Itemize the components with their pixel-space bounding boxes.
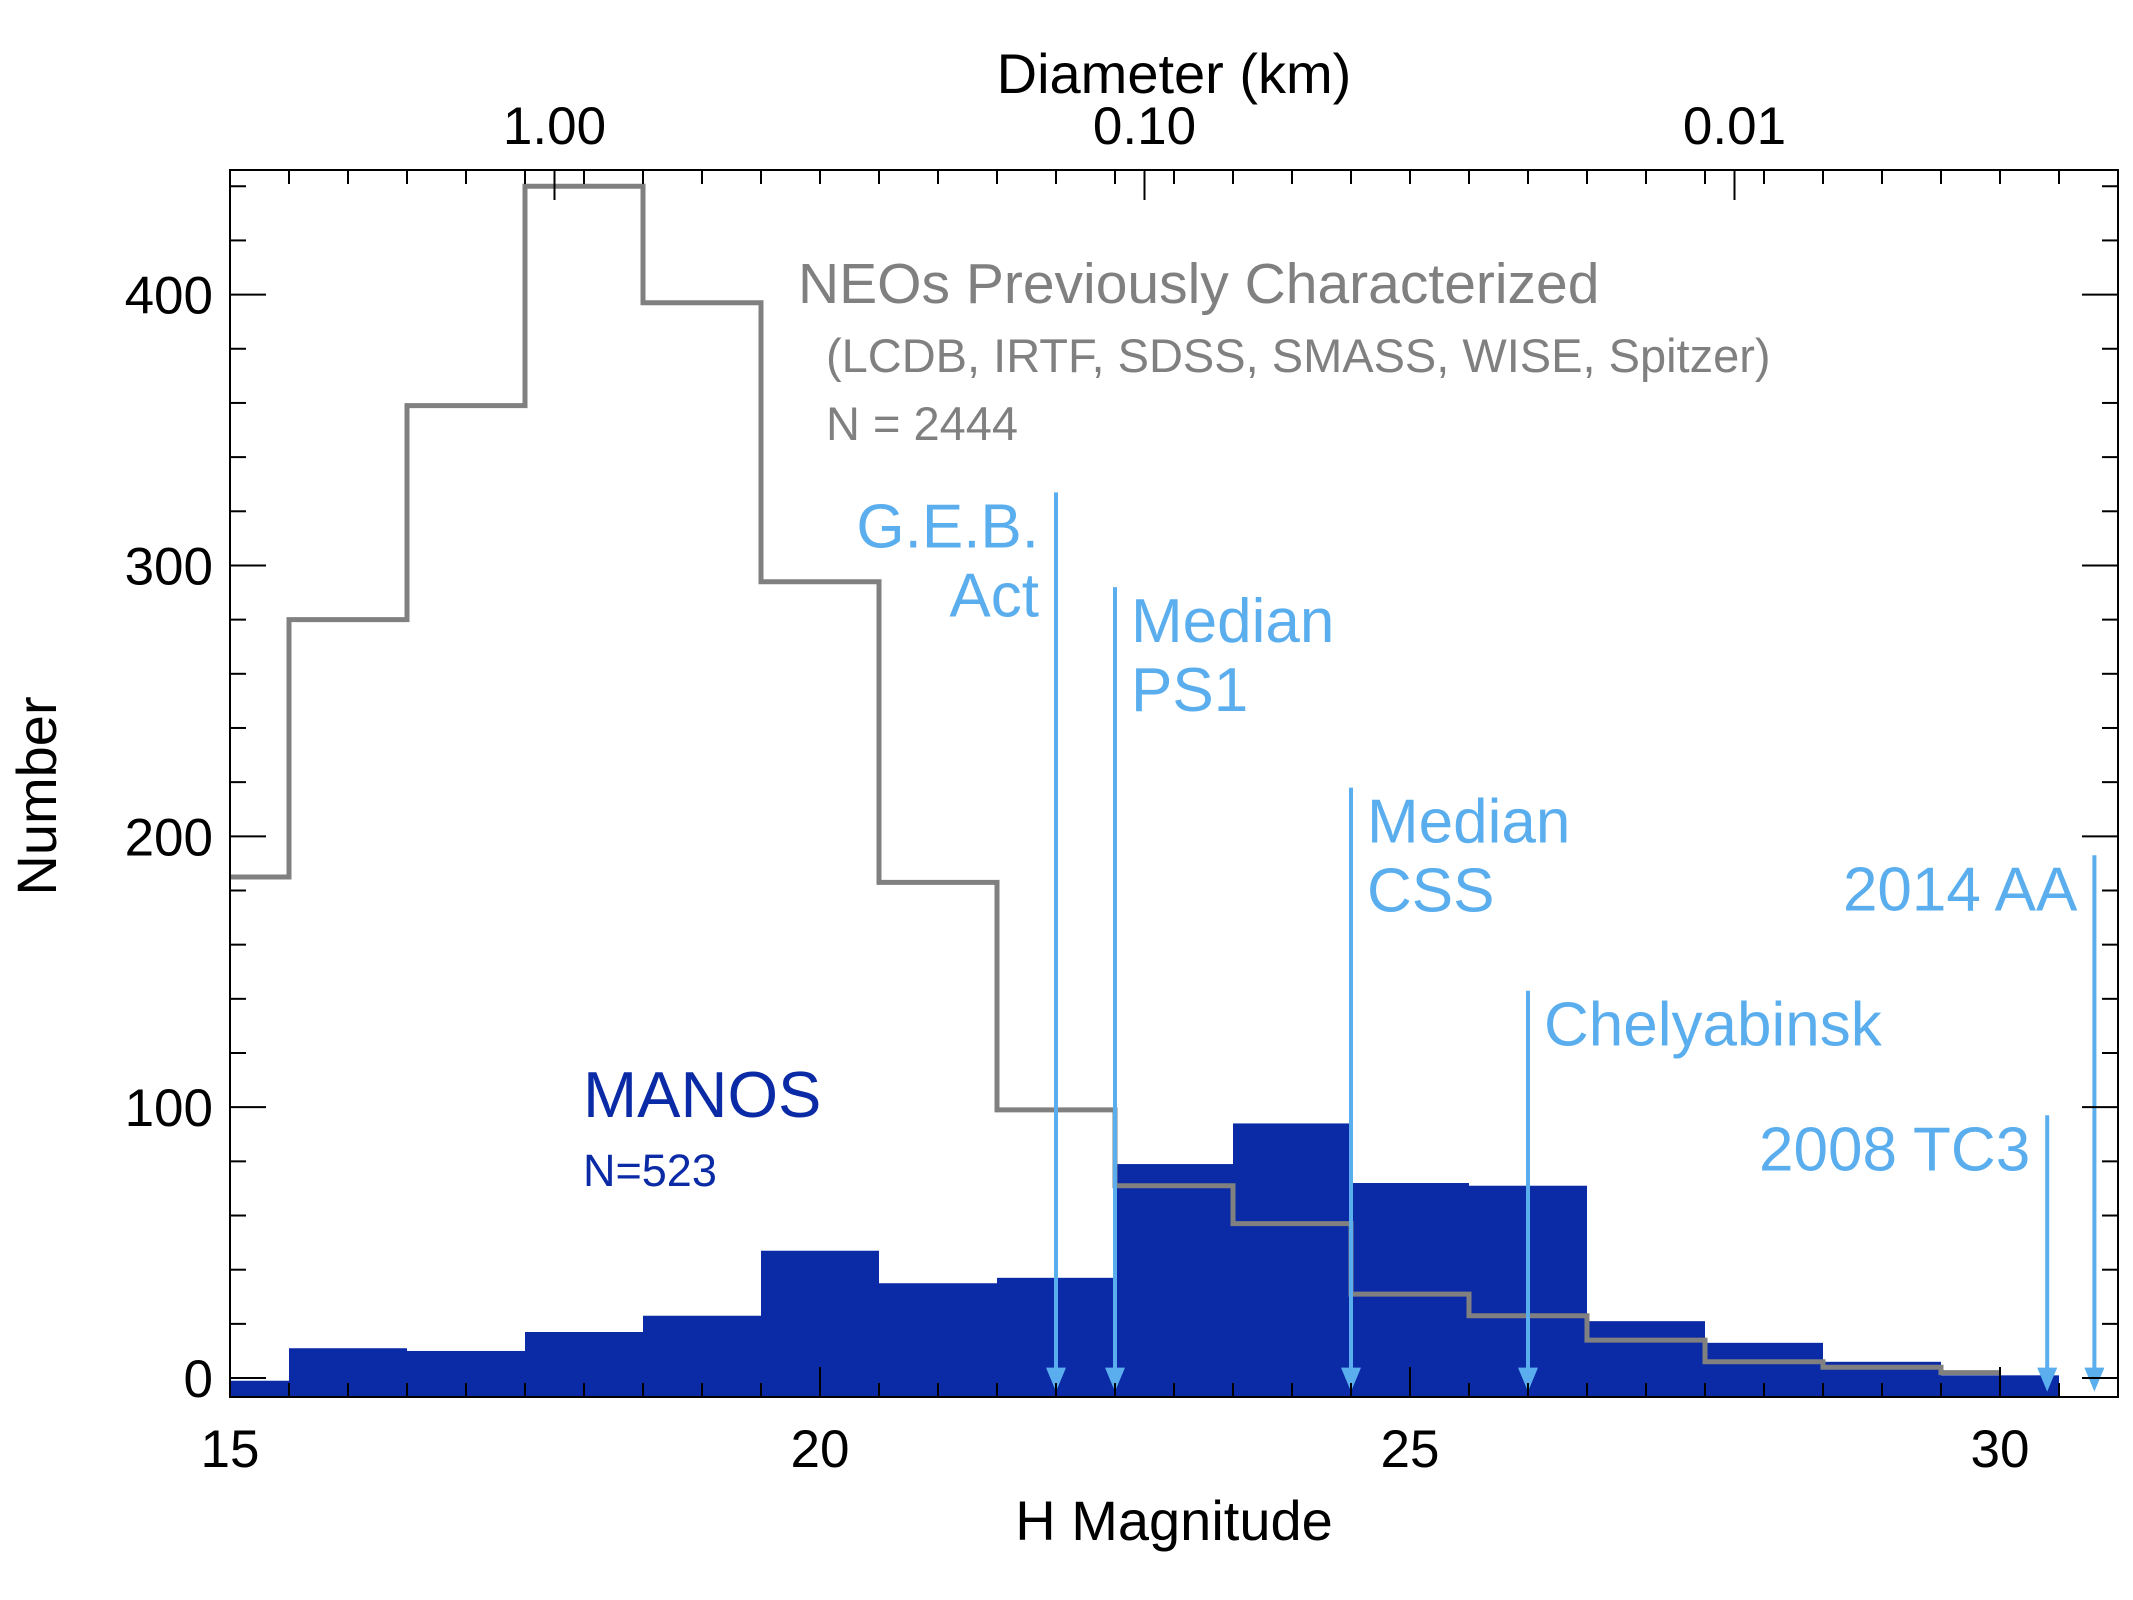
series-labels: NEOs Previously Characterized (LCDB, IRT… (583, 252, 1771, 1196)
ps1-label: PS1 (1131, 656, 1248, 725)
top-axis-label: Diameter (km) (997, 42, 1352, 105)
y-tick-label: 0 (184, 1350, 213, 1409)
manos-bar (879, 1283, 997, 1397)
chelyabinsk-arrow-head (1518, 1367, 1538, 1392)
x-tick-label: 20 (791, 1420, 850, 1479)
y-tick-label: 200 (125, 808, 213, 867)
css-label: CSS (1367, 857, 1494, 926)
geb-arrow-head (1046, 1367, 1066, 1392)
manos-bar (1351, 1183, 1469, 1397)
css-arrow-head (1341, 1367, 1361, 1392)
manos-count: N=523 (583, 1145, 717, 1196)
top-tick-label: 0.10 (1093, 97, 1196, 156)
top-tick-label: 1.00 (503, 97, 606, 156)
x-tick-label: 30 (1971, 1420, 2030, 1479)
y-tick-label: 100 (125, 1079, 213, 1138)
manos-label: MANOS (583, 1058, 821, 1131)
ps1-label: Median (1131, 587, 1334, 656)
manos-bar (1233, 1123, 1351, 1397)
x-tick-label: 25 (1381, 1420, 1440, 1479)
manos-bar (1115, 1164, 1233, 1397)
geb-label: Act (949, 561, 1039, 630)
aa-arrow-head (2084, 1367, 2105, 1392)
tc3-arrow-head (2037, 1367, 2058, 1392)
manos-bar (230, 1380, 289, 1397)
chelyabinsk-label: Chelyabinsk (1544, 991, 1883, 1060)
css-label: Median (1367, 788, 1570, 857)
aa-label: 2014 AA (1843, 855, 2078, 924)
y-tick-label: 300 (125, 537, 213, 596)
y-tick-label: 400 (125, 267, 213, 326)
previous-neos-label: NEOs Previously Characterized (798, 252, 1599, 316)
y-axis-label: Number (5, 696, 68, 895)
top-tick-label: 0.01 (1683, 97, 1786, 156)
previous-neos-count: N = 2444 (826, 397, 1018, 450)
geb-label: G.E.B. (856, 492, 1039, 561)
annotation-markers: G.E.B.Act MedianPS1MedianCSSChelyabinsk20… (856, 492, 2105, 1392)
x-axis-label: H Magnitude (1015, 1489, 1333, 1552)
previous-neos-sources: (LCDB, IRTF, SDSS, SMASS, WISE, Spitzer) (826, 329, 1771, 382)
tc3-label: 2008 TC3 (1759, 1115, 2030, 1184)
ps1-arrow-head (1105, 1367, 1125, 1392)
x-tick-label: 15 (201, 1420, 260, 1479)
